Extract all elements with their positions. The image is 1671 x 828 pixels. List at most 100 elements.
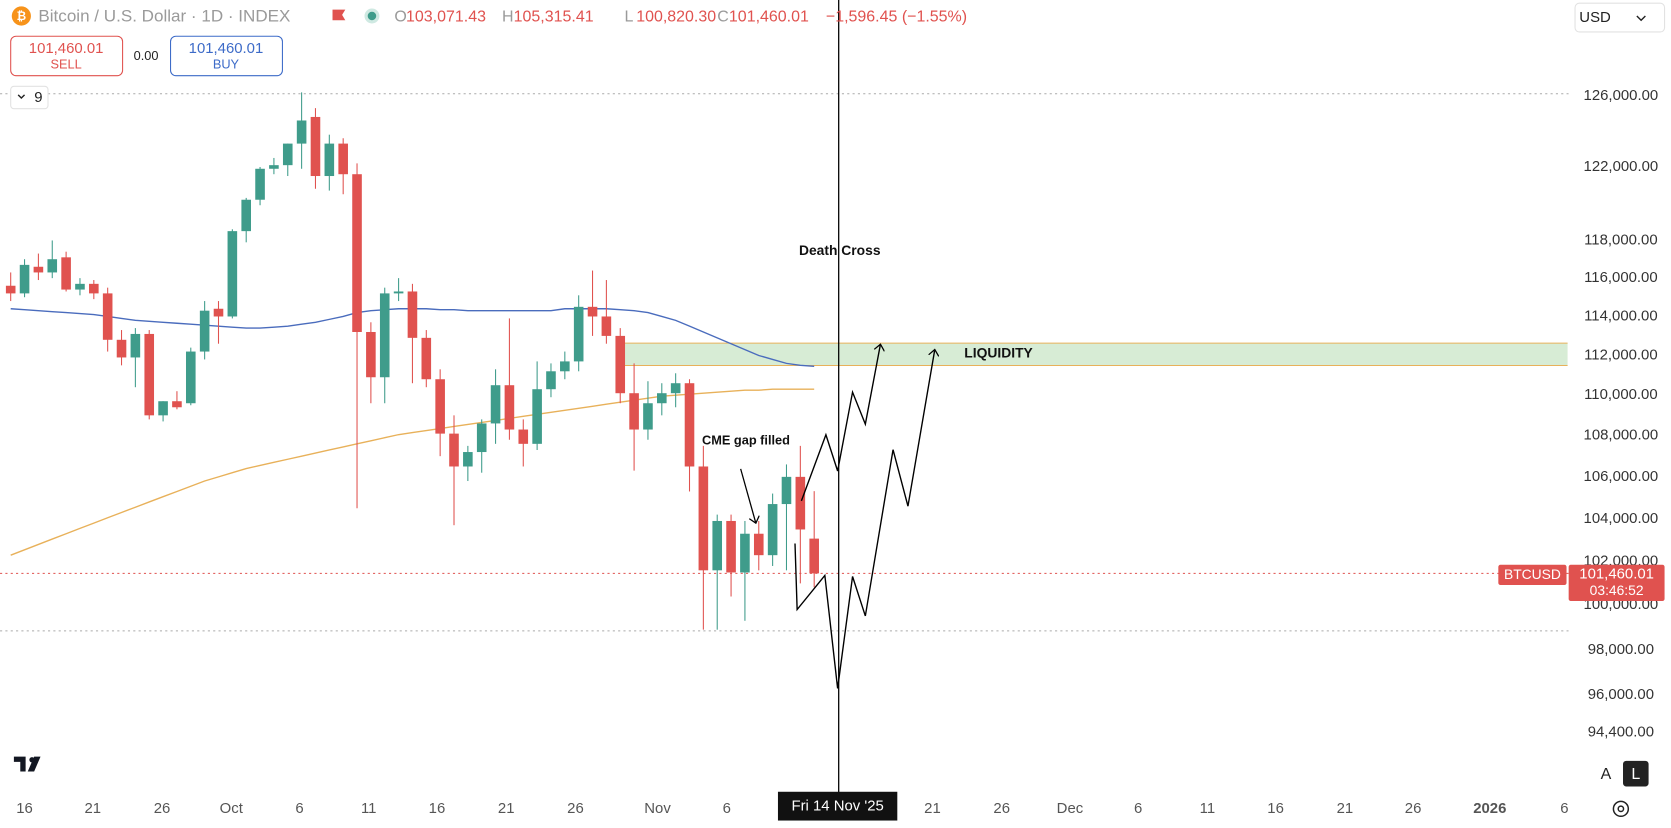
indicator-count: 9 bbox=[34, 90, 42, 106]
buy-button[interactable] bbox=[170, 35, 283, 77]
x-tick-label: 11 bbox=[1200, 801, 1215, 817]
coin-icon bbox=[11, 6, 31, 26]
candle-body bbox=[684, 383, 695, 467]
ohlc-value: 103,071.43 bbox=[406, 8, 486, 25]
candle-body bbox=[338, 143, 348, 175]
log-button[interactable] bbox=[1623, 760, 1649, 787]
candle-body bbox=[269, 165, 279, 169]
auto-button[interactable] bbox=[1593, 760, 1619, 787]
candle-body bbox=[767, 504, 778, 556]
logo-dot bbox=[29, 757, 35, 763]
x-tick-label: 21 bbox=[924, 801, 941, 817]
candle-body bbox=[213, 308, 224, 317]
x-tick-label: 11 bbox=[361, 801, 376, 817]
candle-body bbox=[324, 143, 335, 177]
candle-body bbox=[47, 259, 58, 273]
buy-price: 101,460.01 bbox=[189, 41, 264, 57]
x-tick-label: 21 bbox=[1337, 801, 1354, 817]
y-tick-label: 118,000.00 bbox=[1584, 232, 1657, 248]
y-tick-label: 108,000.00 bbox=[1584, 428, 1659, 444]
price-tag-box bbox=[1568, 564, 1665, 602]
candle-body bbox=[19, 264, 30, 294]
log-label: L bbox=[1631, 766, 1640, 783]
candle-body bbox=[795, 476, 806, 530]
x-tick-label: 16 bbox=[1267, 801, 1284, 817]
candle-body bbox=[75, 283, 85, 290]
candle-body bbox=[116, 339, 127, 358]
candle-body bbox=[670, 383, 681, 394]
x-tick-label: 26 bbox=[154, 801, 171, 817]
x-tick-label: 6 bbox=[1134, 801, 1142, 817]
candle-body bbox=[102, 293, 113, 340]
candle-body bbox=[227, 231, 238, 317]
x-tick-label: 26 bbox=[567, 801, 584, 817]
x-tick-label: 6 bbox=[723, 801, 731, 817]
candle-body bbox=[144, 333, 155, 416]
symbol-tag-box bbox=[1498, 564, 1567, 586]
ohlc-key: O bbox=[394, 8, 406, 25]
y-tick-label: 114,000.00 bbox=[1584, 308, 1657, 324]
candle-body bbox=[421, 337, 432, 380]
annotation: CME gap filled bbox=[702, 433, 790, 448]
x-tick-label: 21 bbox=[84, 801, 101, 817]
x-tick-label: Nov bbox=[644, 801, 671, 817]
candle-body bbox=[532, 389, 542, 444]
annotation: LIQUIDITY bbox=[964, 344, 1033, 360]
x-tick-label: 21 bbox=[498, 801, 515, 817]
price-tag: 101,460.01 bbox=[1579, 566, 1654, 582]
candle-body bbox=[89, 283, 99, 294]
chevron bbox=[1636, 15, 1646, 22]
annotation: Death Cross bbox=[799, 242, 881, 258]
y-tick-label: 94,400.00 bbox=[1588, 724, 1654, 740]
indicator-toggle[interactable] bbox=[10, 85, 49, 110]
candle-body bbox=[199, 310, 210, 352]
liquidity-zone bbox=[623, 343, 1568, 366]
candle-body bbox=[560, 361, 570, 372]
x-axis: 16 21 26 Oct 6 11 16 21 26 Nov 6 21 26 Dec 6 11 16 21 26 20… bbox=[16, 801, 1568, 817]
crosshair-date-box bbox=[777, 791, 898, 821]
x-tick-label: 16 bbox=[429, 801, 446, 817]
candle-body bbox=[698, 466, 709, 571]
candle-body bbox=[352, 174, 362, 332]
candle-body bbox=[172, 401, 182, 408]
flag-icon[interactable] bbox=[332, 9, 346, 21]
x-tick-label: Dec bbox=[1057, 801, 1084, 817]
sell-button[interactable] bbox=[10, 35, 124, 77]
x-tick-label: 16 bbox=[16, 801, 33, 817]
candle-body bbox=[601, 316, 612, 336]
candle-body bbox=[310, 116, 321, 177]
candle-body bbox=[366, 331, 376, 378]
settings-icon[interactable] bbox=[1612, 800, 1630, 818]
y-tick-label: 96,000.00 bbox=[1588, 687, 1654, 703]
candle-body bbox=[573, 306, 584, 362]
currency-select[interactable] bbox=[1574, 2, 1666, 33]
chevron bbox=[17, 94, 26, 100]
candle-body bbox=[5, 285, 16, 294]
y-axis: 126,000.00 122,000.00 118,000.00 116,000.00… bbox=[1584, 88, 1659, 740]
candle-body bbox=[463, 452, 473, 467]
sell-label: SELL bbox=[50, 56, 81, 71]
candle-body bbox=[449, 433, 459, 467]
symbol-tag: BTCUSD bbox=[1504, 566, 1561, 582]
candle-body bbox=[753, 533, 764, 556]
symbol-title[interactable]: Bitcoin / U.S. Dollar · 1D · INDEX bbox=[38, 7, 291, 26]
x-tick-label: 26 bbox=[1405, 801, 1422, 817]
y-tick-label: 98,000.00 bbox=[1588, 642, 1654, 658]
y-tick-label: 110,000.00 bbox=[1584, 387, 1657, 403]
price-axis bbox=[1568, 0, 1671, 828]
buy-label: BUY bbox=[213, 56, 240, 71]
candle-body bbox=[740, 533, 750, 573]
candle-body bbox=[185, 351, 196, 404]
candle-body bbox=[490, 385, 501, 424]
plot bbox=[0, 92, 1569, 630]
sell-price: 101,460.01 bbox=[29, 41, 104, 57]
candle-body bbox=[255, 168, 265, 200]
x-tick-label: 2026 bbox=[1473, 801, 1506, 817]
candle-body bbox=[282, 143, 293, 166]
candle-body bbox=[629, 393, 639, 430]
candle-body bbox=[643, 403, 653, 430]
candle-body bbox=[712, 520, 723, 571]
candle-body bbox=[61, 257, 71, 290]
